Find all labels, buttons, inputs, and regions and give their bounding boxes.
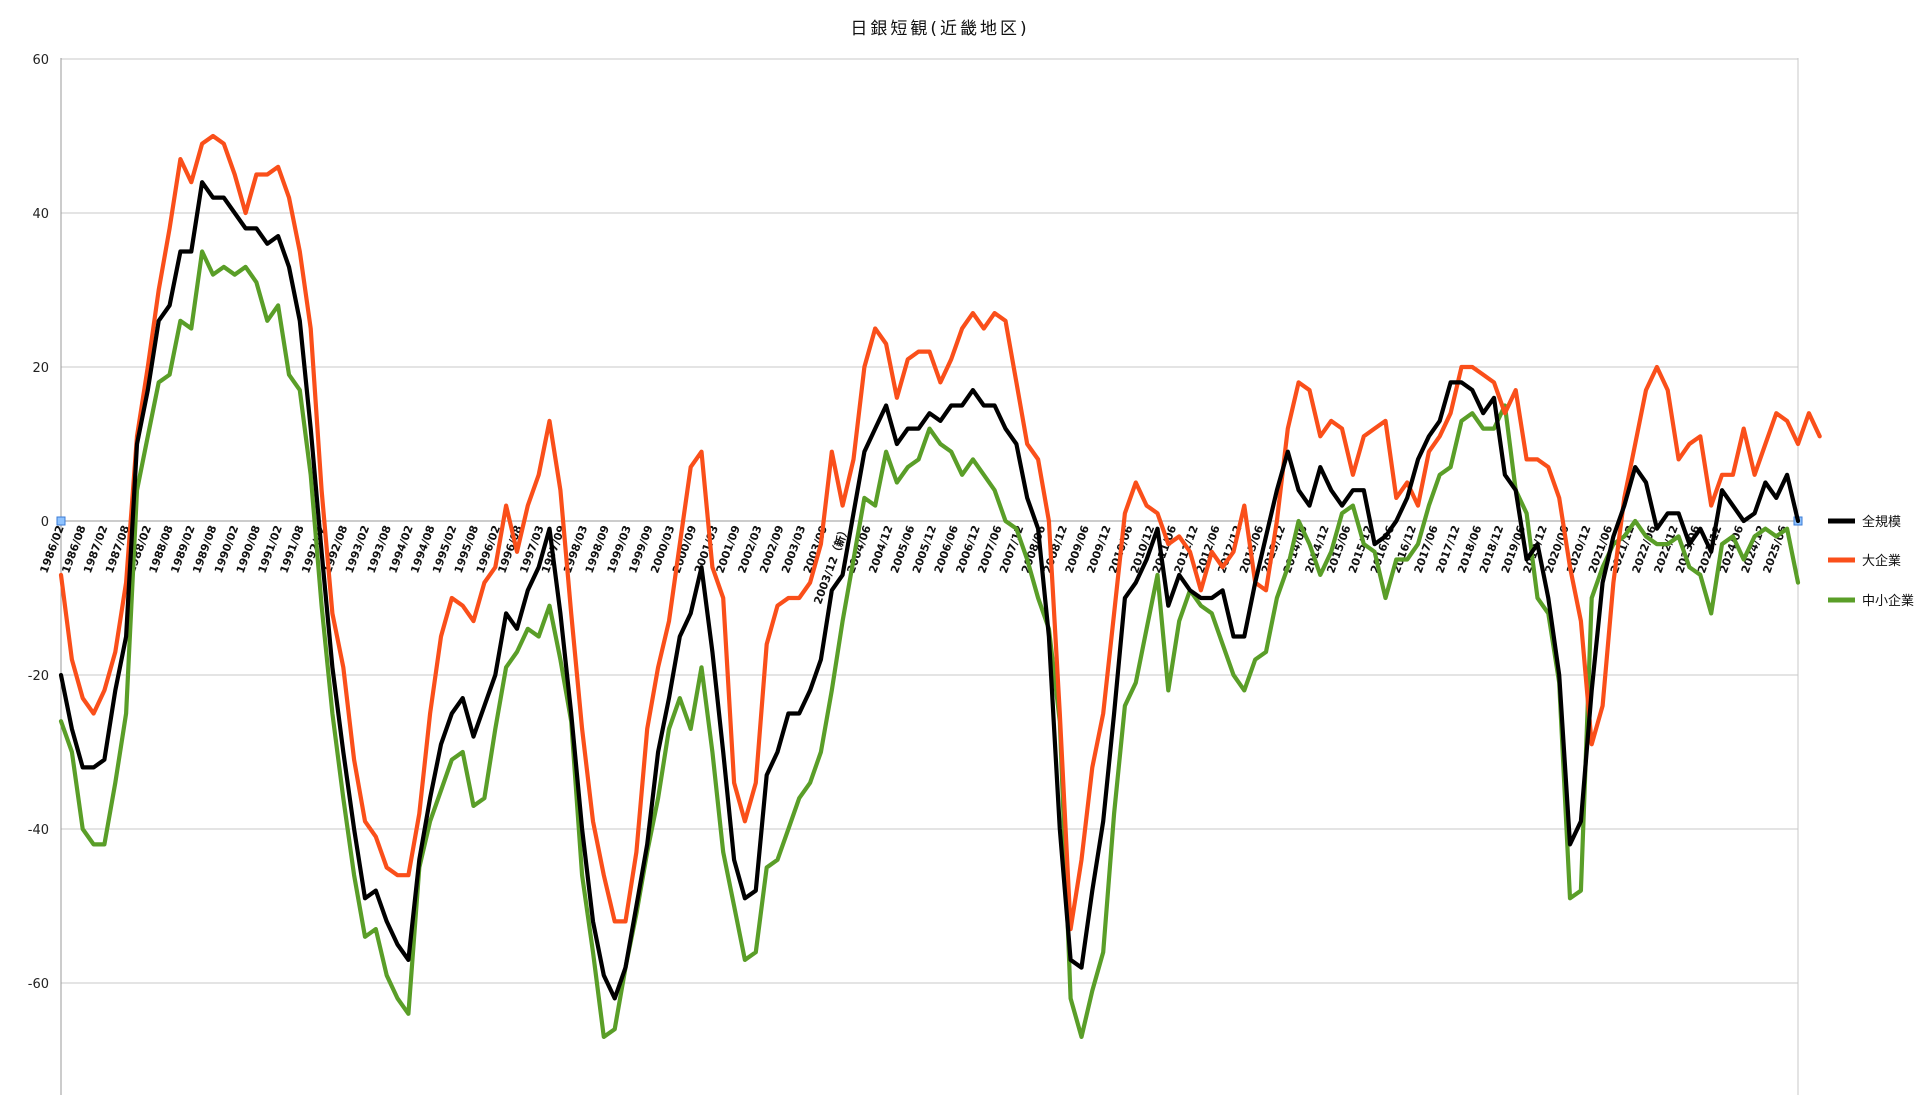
series-lines xyxy=(58,133,1822,1040)
y-tick-label: -40 xyxy=(28,823,49,838)
legend-label: 中小企業 xyxy=(1862,593,1914,609)
y-axis-ticks: 60 40 20 0 -20 -40 -60 xyxy=(28,53,49,992)
y-tick-label: -20 xyxy=(28,669,49,684)
series-line-2 xyxy=(58,249,1801,1040)
y-tick-label: 0 xyxy=(41,515,49,530)
y-tick-label: 40 xyxy=(32,207,49,222)
series-line-0 xyxy=(58,180,1801,1001)
y-tick-label: -60 xyxy=(28,977,49,992)
series-line-1 xyxy=(58,133,1822,932)
axis-handle-left xyxy=(56,516,66,526)
y-tick-label: 20 xyxy=(32,361,49,376)
y-tick-label: 60 xyxy=(32,53,49,68)
gridlines xyxy=(61,58,1798,984)
legend-label: 大企業 xyxy=(1862,553,1901,569)
x-axis-ticks: 1986/021986/081987/021987/081988/021988/… xyxy=(38,523,1790,606)
chart-title: 日銀短観(近畿地区) xyxy=(850,19,1029,39)
legend-label: 全規模 xyxy=(1862,514,1901,530)
